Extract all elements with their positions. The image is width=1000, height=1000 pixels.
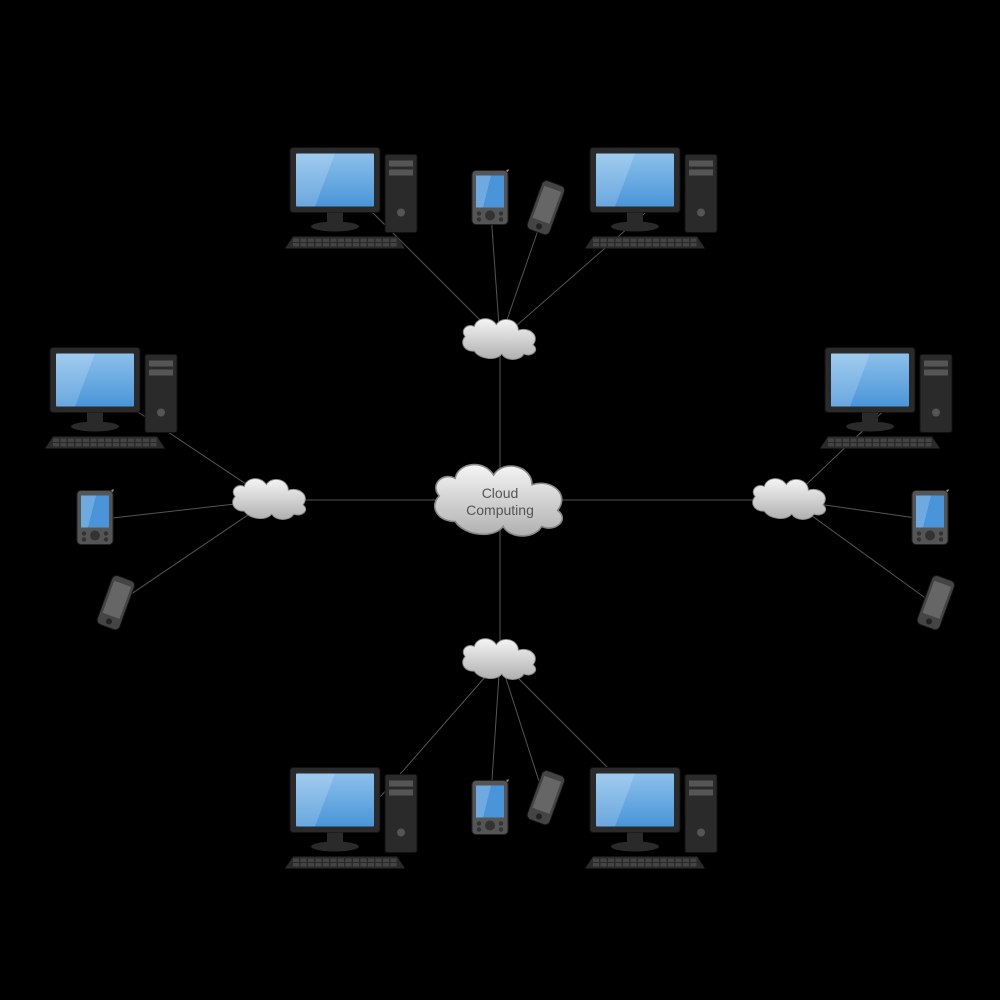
sub-cloud-right-icon — [743, 470, 838, 530]
desktop-icon — [585, 763, 735, 878]
desktop-icon — [285, 763, 435, 878]
sub-cloud-bottom-icon — [453, 630, 548, 690]
sub-cloud-top-icon — [453, 310, 548, 370]
phone-icon — [523, 768, 568, 832]
phone-icon — [913, 573, 958, 637]
pda-icon — [911, 490, 949, 551]
phone-icon — [523, 178, 568, 242]
desktop-icon — [45, 343, 195, 458]
desktop-icon — [585, 143, 735, 258]
phone-icon — [93, 573, 138, 637]
pda-icon — [471, 780, 509, 841]
sub-cloud-left-icon — [223, 470, 318, 530]
desktop-icon — [285, 143, 435, 258]
center-cloud-icon — [420, 448, 580, 553]
pda-icon — [76, 490, 114, 551]
network-diagram: CloudComputing — [0, 0, 1000, 1000]
pda-icon — [471, 170, 509, 231]
desktop-icon — [820, 343, 970, 458]
